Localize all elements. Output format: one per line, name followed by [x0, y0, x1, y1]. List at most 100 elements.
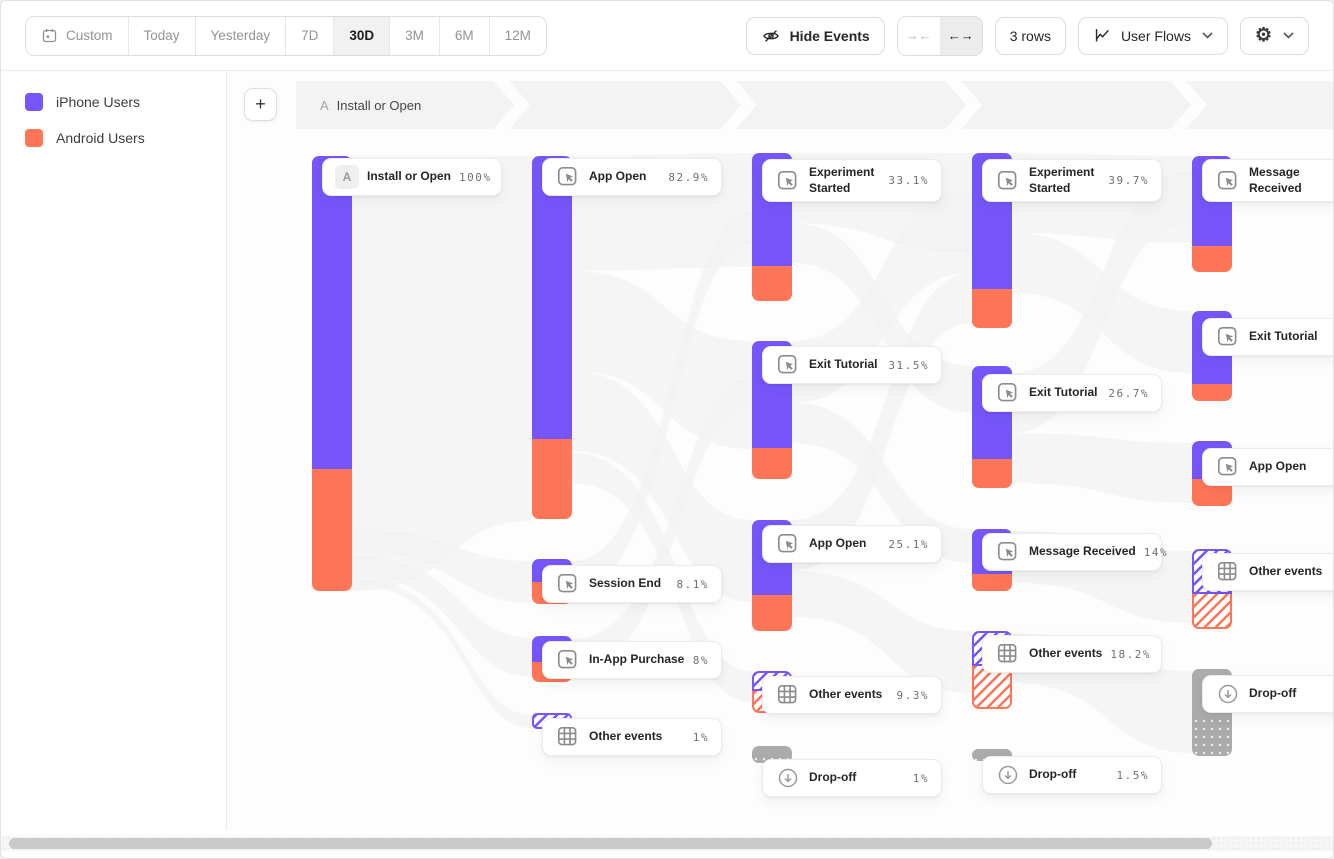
date-range-label: Today — [143, 28, 180, 43]
date-range-label: Yesterday — [210, 28, 271, 43]
flow-bar[interactable] — [312, 156, 352, 591]
horizontal-scrollbar-thumb[interactable] — [9, 838, 1212, 849]
drop-off-icon — [995, 762, 1021, 788]
event-icon — [995, 539, 1021, 565]
event-icon — [995, 168, 1021, 194]
view-label: User Flows — [1120, 27, 1191, 44]
event-icon — [1215, 324, 1241, 350]
date-range-picker: Custom Today Yesterday 7D 30D 3M 6M 12M — [25, 15, 547, 56]
iphone-segment — [312, 156, 352, 469]
node-percent: 31.5% — [888, 358, 929, 372]
step-a-badge-icon: A — [335, 165, 359, 189]
collapse-expand-toggle: →← ←→ — [896, 15, 983, 56]
event-icon — [775, 168, 801, 194]
android-segment — [972, 574, 1012, 591]
hide-events-button[interactable]: Hide Events — [745, 16, 885, 55]
eye-off-icon — [762, 29, 779, 42]
flow-node-card[interactable]: App Open 25.1% — [762, 525, 942, 563]
add-step-button[interactable]: + — [244, 88, 277, 121]
flow-node-card[interactable]: Session End 8.1% — [542, 565, 722, 603]
event-icon — [1215, 454, 1241, 480]
date-range-12m[interactable]: 12M — [489, 16, 546, 55]
flow-node-card[interactable]: App Open 82.9% — [542, 158, 722, 196]
step-event-name: Install or Open — [336, 97, 422, 113]
grid-icon — [555, 724, 581, 750]
flow-bar[interactable] — [972, 366, 1012, 488]
node-percent: 33.1% — [888, 174, 929, 188]
date-range-3m[interactable]: 3M — [390, 16, 440, 55]
series-legend: iPhone Users Android Users — [1, 71, 227, 832]
rows-button[interactable]: 3 rows — [994, 16, 1066, 55]
legend-item-iphone[interactable]: iPhone Users — [25, 93, 226, 111]
step-1-header[interactable]: A Install or Open — [320, 81, 421, 129]
date-range-label: Custom — [66, 28, 113, 43]
step-chevron-band — [296, 81, 1333, 129]
legend-label: Android Users — [56, 130, 145, 146]
date-range-label: 7D — [301, 28, 319, 43]
flow-node-card[interactable]: Drop-off 1% — [762, 759, 942, 797]
toolbar: Custom Today Yesterday 7D 30D 3M 6M 12M … — [1, 1, 1333, 71]
toolbar-right: Hide Events →← ←→ 3 rows User Flows ⚙ — [745, 15, 1309, 56]
android-segment — [312, 469, 352, 591]
flow-node-card[interactable]: Other events 9.3% — [762, 676, 942, 714]
step-badge: A — [320, 97, 329, 113]
expand-columns-button[interactable]: ←→ — [939, 16, 982, 55]
node-label: Drop-off — [809, 770, 857, 785]
node-percent: 18.2% — [1110, 647, 1151, 661]
date-range-today[interactable]: Today — [128, 16, 196, 55]
flow-node-card[interactable]: Message Received 14% — [982, 533, 1167, 571]
view-selector[interactable]: User Flows — [1077, 16, 1228, 55]
event-icon — [775, 531, 801, 557]
android-segment — [972, 289, 1012, 328]
flow-node-card[interactable]: In-App Purchase 8% — [542, 641, 722, 679]
flow-node-card[interactable]: Exit Tutorial 26.7% — [982, 374, 1162, 412]
flow-node-card[interactable]: Other events — [1202, 553, 1333, 591]
flow-node-card[interactable]: App Open — [1202, 448, 1333, 486]
event-icon — [1215, 168, 1241, 194]
event-icon — [555, 647, 581, 673]
android-segment — [752, 595, 792, 631]
flow-node-card[interactable]: Message Received — [1202, 159, 1333, 203]
android-segment-hatched — [1192, 594, 1232, 629]
flow-node-card[interactable]: A Install or Open 100% — [322, 158, 502, 196]
collapse-icon: →← — [905, 28, 932, 43]
iphone-segment — [532, 156, 572, 439]
flow-node-card[interactable]: Other events 18.2% — [982, 635, 1162, 673]
drop-off-icon — [775, 765, 801, 791]
plus-icon: + — [255, 94, 266, 114]
flow-chart: + A Install or Open — [227, 71, 1333, 832]
grid-icon — [995, 641, 1021, 667]
date-range-label: 30D — [349, 28, 375, 43]
legend-item-android[interactable]: Android Users — [25, 129, 226, 147]
node-label: Experiment Started — [809, 165, 875, 195]
flow-node-card[interactable]: Other events 1% — [542, 718, 722, 756]
date-range-7d[interactable]: 7D — [286, 16, 335, 55]
settings-button[interactable]: ⚙ — [1239, 16, 1309, 55]
collapse-columns-button[interactable]: →← — [897, 16, 940, 55]
flow-node-card[interactable]: Experiment Started 33.1% — [762, 159, 942, 203]
horizontal-scrollbar-track[interactable] — [1, 836, 1333, 851]
date-range-label: 3M — [405, 28, 424, 43]
android-segment-hatched — [972, 666, 1012, 709]
node-percent: 1.5% — [1116, 768, 1149, 782]
node-percent: 39.7% — [1108, 174, 1149, 188]
flow-node-card[interactable]: Experiment Started 39.7% — [982, 159, 1162, 203]
flow-node-card[interactable]: Drop-off — [1202, 675, 1333, 713]
date-range-custom[interactable]: Custom — [26, 16, 129, 55]
flow-node-card[interactable]: Exit Tutorial — [1202, 318, 1333, 356]
node-label: Other events — [1249, 564, 1323, 579]
calendar-icon — [42, 29, 57, 43]
date-range-yesterday[interactable]: Yesterday — [195, 16, 287, 55]
hide-events-label: Hide Events — [789, 27, 870, 44]
node-percent: 8% — [692, 653, 709, 667]
node-label: Drop-off — [1029, 767, 1077, 782]
android-segment — [752, 448, 792, 479]
node-percent: 25.1% — [888, 537, 929, 551]
flow-node-card[interactable]: Exit Tutorial 31.5% — [762, 346, 942, 384]
flow-bar[interactable] — [532, 156, 572, 519]
flow-node-card[interactable]: Drop-off 1.5% — [982, 756, 1162, 794]
date-range-6m[interactable]: 6M — [439, 16, 490, 55]
event-icon — [775, 352, 801, 378]
date-range-30d[interactable]: 30D — [334, 16, 391, 55]
